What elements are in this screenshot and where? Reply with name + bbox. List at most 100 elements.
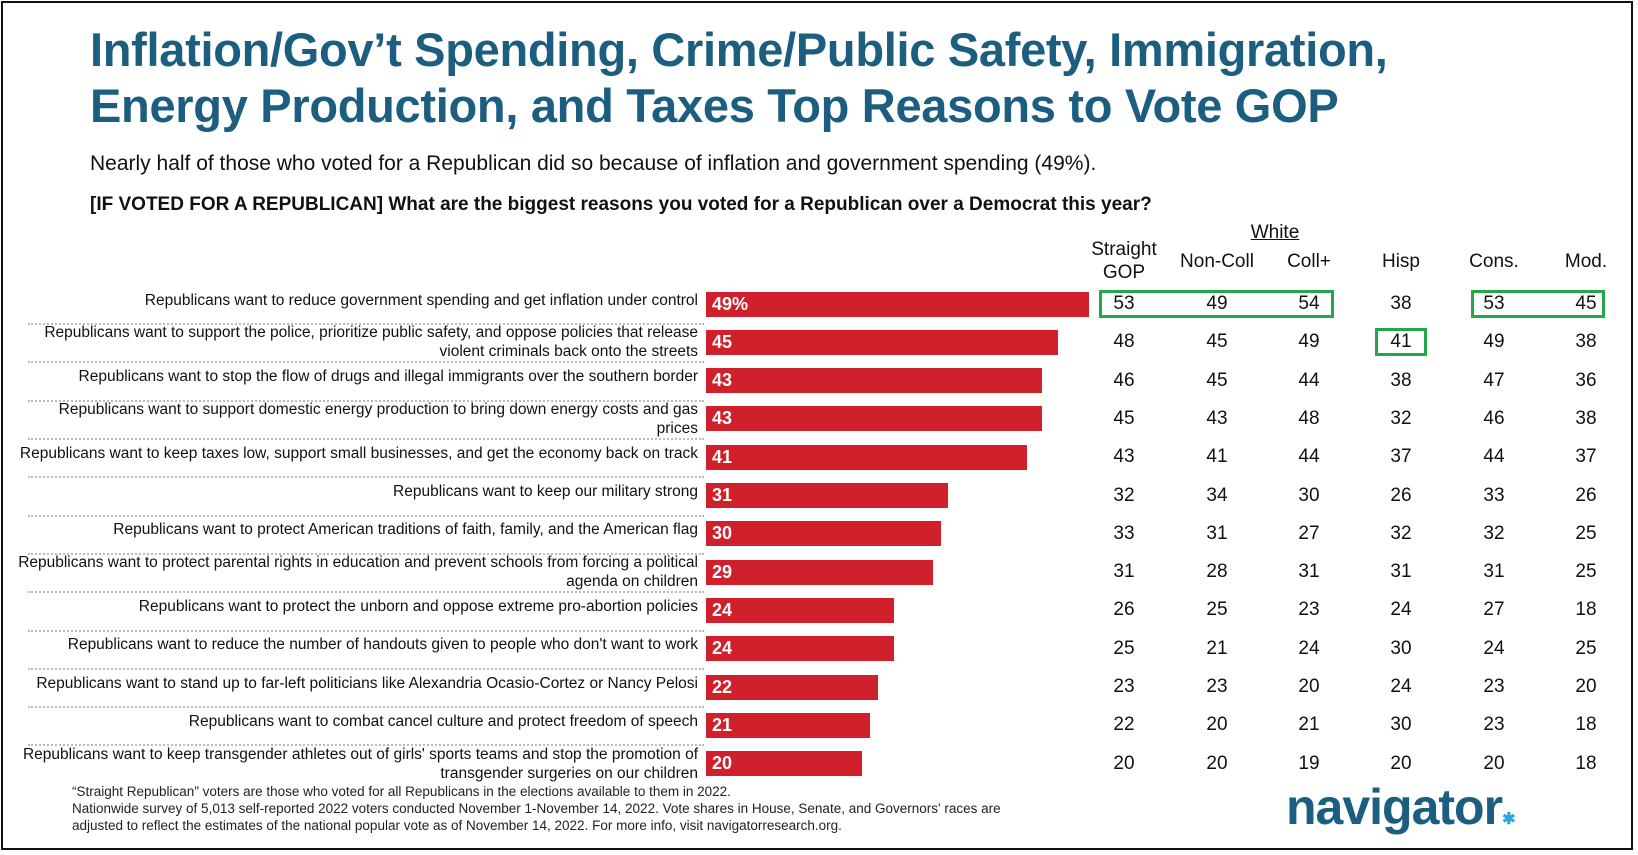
- category-label: Republicans want to protect American tra…: [113, 521, 698, 539]
- row-separator: [28, 629, 704, 632]
- table-cell: 53: [1113, 293, 1135, 314]
- row-separator: [28, 744, 704, 747]
- row-separator: [28, 706, 704, 709]
- table-cell: 34: [1206, 484, 1228, 506]
- table-cell: 44: [1483, 446, 1505, 468]
- table-cell: 24: [1298, 637, 1320, 659]
- table-cell: 25: [1575, 561, 1597, 583]
- bar-value-label: 43: [712, 408, 733, 429]
- category-label: Republicans want to support domestic ene…: [58, 400, 698, 437]
- bar: 45: [706, 329, 1058, 355]
- table-cell: 30: [1390, 637, 1412, 659]
- column-header: Mod.: [1564, 251, 1608, 272]
- bar-value-label: 24: [712, 599, 733, 620]
- highlight-box: [1471, 290, 1605, 318]
- table-cell: 20: [1298, 676, 1320, 697]
- table-cell: 27: [1483, 599, 1505, 621]
- category-label: Republicans want to protect parental rig…: [18, 554, 698, 591]
- table-cell: 49: [1298, 331, 1320, 353]
- highlight-box: [1099, 290, 1334, 318]
- category-label: Republicans want to stand up to far-left…: [36, 674, 698, 692]
- table-cell: 18: [1575, 599, 1597, 621]
- highlight-box: [1375, 328, 1427, 357]
- bar: 29: [706, 559, 933, 585]
- table-cell: 36: [1575, 369, 1597, 391]
- footnote-1: “Straight Republican” voters are those w…: [72, 784, 731, 799]
- table-cell: 48: [1113, 331, 1135, 353]
- bar: 30: [706, 521, 941, 547]
- table-cell: 26: [1113, 599, 1135, 621]
- table-cell: 25: [1575, 522, 1597, 544]
- page-title: Inflation/Gov’t Spending, Crime/Public S…: [90, 22, 1388, 134]
- category-label: Republicans want to combat cancel cultur…: [188, 712, 698, 730]
- table-cell: 25: [1575, 637, 1597, 659]
- table-cell: 32: [1390, 407, 1412, 429]
- column-header: Straight GOP: [1091, 239, 1157, 283]
- row-separator: [28, 476, 704, 479]
- table-cell: 23: [1483, 676, 1505, 697]
- footnote-2: Nationwide survey of 5,013 self-reported…: [72, 801, 1001, 816]
- table-cell: 53: [1483, 293, 1505, 314]
- table-cell: 49: [1206, 293, 1228, 314]
- bar-value-label: 22: [712, 676, 733, 697]
- table-cell: 25: [1206, 599, 1228, 621]
- row-separator: [28, 667, 704, 670]
- bar-value-label: 21: [712, 714, 733, 735]
- category-label: Republicans want to stop the flow of dru…: [78, 368, 698, 386]
- table-cell: 28: [1206, 561, 1228, 583]
- table-cell: 33: [1483, 484, 1505, 506]
- table-cell: 25: [1113, 637, 1135, 659]
- logo-text: navigator: [1286, 779, 1503, 835]
- survey-question: [IF VOTED FOR A REPUBLICAN] What are the…: [90, 194, 1152, 215]
- table-cell: 46: [1483, 407, 1505, 429]
- title-line-1: Inflation/Gov’t Spending, Crime/Public S…: [90, 23, 1388, 76]
- title-line-2: Energy Production, and Taxes Top Reasons…: [90, 79, 1339, 132]
- table-cell: 54: [1298, 293, 1320, 314]
- table-cell: 24: [1390, 676, 1412, 697]
- table-cell: 43: [1113, 446, 1135, 468]
- footnote-3: adjusted to reflect the estimates of the…: [72, 818, 842, 833]
- table-cell: 44: [1298, 446, 1320, 468]
- table-cell: 44: [1298, 369, 1320, 391]
- table-cell: 33: [1113, 522, 1135, 544]
- category-label: Republicans want to protect the unborn a…: [138, 597, 698, 615]
- table-cell: 45: [1575, 293, 1597, 314]
- navigator-logo: navigator✱: [1286, 778, 1516, 836]
- column-header: Hisp: [1381, 251, 1420, 272]
- row-separator: [28, 552, 704, 555]
- table-cell: 45: [1206, 331, 1228, 353]
- table-cell: 21: [1298, 714, 1320, 736]
- table-cell: 27: [1298, 522, 1320, 544]
- row-separator: [28, 399, 704, 402]
- table-cell: 41: [1390, 331, 1412, 353]
- table-cell: 24: [1483, 637, 1505, 659]
- category-label: Republicans want to keep transgender ath…: [22, 745, 698, 782]
- bar: 49%: [706, 291, 1090, 317]
- table-cell: 23: [1298, 599, 1320, 621]
- subtitle: Nearly half of those who voted for a Rep…: [90, 152, 1097, 175]
- table-cell: 31: [1298, 561, 1320, 583]
- table-cell: 46: [1113, 369, 1135, 391]
- table-cell: 21: [1206, 637, 1228, 659]
- column-header: Coll+: [1287, 251, 1331, 272]
- table-cell: 22: [1113, 714, 1135, 736]
- table-cell: 37: [1575, 446, 1597, 468]
- table-cell: 30: [1298, 484, 1320, 506]
- table-cell: 48: [1298, 407, 1320, 429]
- category-label: Republicans want to reduce the number of…: [67, 636, 698, 654]
- bar-value-label: 30: [712, 523, 733, 544]
- table-cell: 20: [1206, 752, 1228, 774]
- table-cell: 20: [1113, 752, 1135, 774]
- bar: 31: [706, 483, 949, 508]
- table-cell: 37: [1390, 446, 1412, 468]
- bar-value-label: 24: [712, 638, 733, 659]
- star-icon: ✱: [1502, 811, 1515, 828]
- bar-value-label: 31: [712, 485, 733, 505]
- bar-value-label: 29: [712, 561, 733, 582]
- table-cell: 31: [1390, 561, 1412, 583]
- bar-value-label: 41: [712, 446, 733, 467]
- table-cell: 47: [1483, 369, 1505, 391]
- table-cell: 32: [1390, 522, 1412, 544]
- table-cell: 38: [1575, 407, 1597, 429]
